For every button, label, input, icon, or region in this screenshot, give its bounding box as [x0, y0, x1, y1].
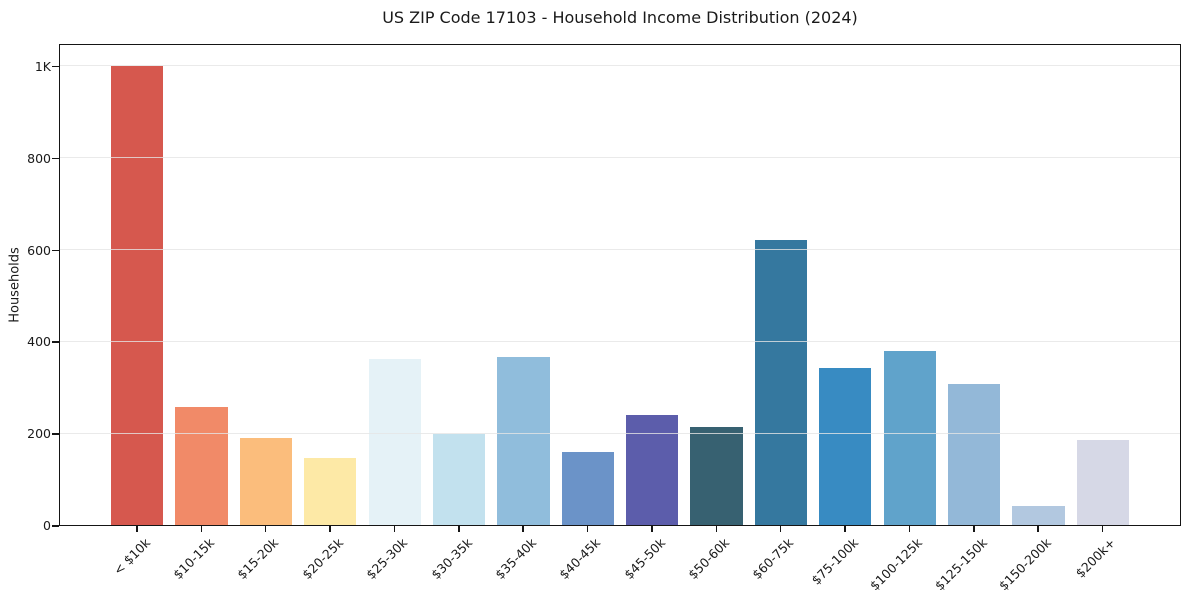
bar-slot: $30-35k: [427, 45, 491, 582]
x-tick-mark: [393, 526, 396, 532]
y-tick-label: 400: [27, 334, 51, 350]
bar: [819, 368, 872, 525]
bar-slot: $200k+: [1071, 45, 1135, 581]
x-tick-label: $10-15k: [170, 535, 218, 583]
x-tick-label: $60-75k: [749, 535, 797, 583]
bar: [1076, 439, 1129, 525]
bar: [561, 451, 614, 525]
x-tick-label: $30-35k: [427, 535, 475, 583]
x-tick-mark: [908, 526, 911, 532]
x-tick-mark: [1037, 526, 1039, 532]
y-tick-label: 800: [27, 150, 51, 166]
x-tick-mark: [136, 526, 138, 532]
bar-slot: $25-30k: [363, 45, 427, 582]
bar: [1012, 505, 1065, 525]
x-tick-label: $200k+: [1072, 535, 1119, 581]
bar-slot: $15-20k: [234, 45, 298, 582]
bar: [497, 356, 550, 525]
x-tick-label: $40-45k: [556, 535, 604, 583]
y-tick-label: 600: [27, 242, 51, 258]
x-tick-mark: [715, 526, 718, 532]
x-tick-label: $150-200k: [995, 535, 1055, 590]
bar: [111, 65, 164, 525]
bar: [239, 438, 292, 525]
y-tick-label: 0: [43, 518, 51, 533]
x-tick-mark: [651, 526, 653, 532]
x-tick-mark: [200, 526, 203, 532]
x-tick-mark: [779, 526, 782, 532]
x-tick-mark: [264, 526, 267, 532]
bar: [368, 359, 421, 525]
bar: [626, 415, 679, 525]
x-tick-label: $125-150k: [931, 535, 990, 590]
bar: [690, 426, 743, 525]
bar-slot: $60-75k: [749, 45, 813, 582]
bar-slot: $35-40k: [491, 45, 555, 582]
x-tick-mark: [586, 526, 589, 532]
bar-slot: $100-125k: [867, 45, 942, 590]
y-tick-label: 1K: [34, 58, 51, 74]
bar-slot: $125-150k: [931, 45, 1006, 590]
x-tick-mark: [458, 526, 460, 532]
bars-row: < $10k $10-15k $15-20k $20-25k $25-30k $30-35…: [60, 45, 1180, 590]
x-tick-label: $45-50k: [620, 535, 668, 583]
x-tick-mark: [973, 526, 975, 532]
x-tick-mark: [329, 526, 331, 532]
y-tick-mark: [52, 249, 59, 252]
bar-slot: $45-50k: [620, 45, 684, 582]
x-tick-label: $100-125k: [867, 535, 926, 590]
bar-slot: $40-45k: [556, 45, 620, 582]
x-tick-label: $75-100k: [808, 535, 861, 588]
x-tick-label: $25-30k: [363, 535, 411, 583]
chart-title: US ZIP Code 17103 - Household Income Dis…: [382, 8, 858, 27]
y-tick-mark: [52, 157, 59, 160]
y-tick-mark: [52, 525, 59, 527]
x-tick-label: < $10k: [109, 535, 153, 578]
y-tick-label: 200: [27, 426, 51, 442]
x-tick-label: $35-40k: [492, 535, 540, 583]
bar-slot: < $10k: [105, 45, 169, 578]
y-axis-label: Households: [7, 247, 23, 323]
bar-slot: $50-60k: [684, 45, 748, 582]
x-tick-mark: [1101, 526, 1104, 532]
bar: [432, 434, 486, 525]
x-tick-mark: [844, 526, 846, 532]
x-tick-mark: [522, 526, 524, 532]
bar: [175, 406, 228, 525]
x-tick-label: $20-25k: [298, 535, 346, 583]
y-tick-mark: [52, 65, 59, 68]
plot-area: < $10k $10-15k $15-20k $20-25k $25-30k $30-35…: [59, 44, 1181, 590]
y-tick-mark: [52, 433, 59, 435]
bar: [754, 240, 807, 525]
bar-slot: $150-200k: [996, 45, 1070, 590]
x-tick-label: $50-60k: [685, 535, 733, 583]
bar: [947, 384, 1001, 525]
bar: [883, 350, 936, 525]
y-tick-mark: [52, 341, 59, 343]
bar: [304, 458, 357, 525]
bar-slot: $75-100k: [808, 45, 877, 588]
bar-slot: $10-15k: [169, 45, 233, 582]
x-tick-label: $15-20k: [234, 535, 282, 583]
bar-slot: $20-25k: [298, 45, 362, 582]
